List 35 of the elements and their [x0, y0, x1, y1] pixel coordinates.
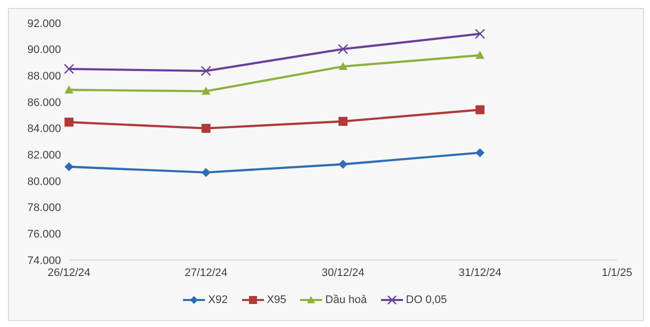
y-tick-label: 74.000	[27, 254, 61, 267]
point	[338, 116, 348, 126]
point	[202, 168, 210, 177]
y-tick-label: 92.000	[27, 18, 61, 30]
point	[202, 86, 210, 95]
x-tick-label: 26/12/24	[48, 266, 90, 279]
point	[476, 105, 484, 114]
y-tick-label: 78.000	[27, 202, 61, 214]
y-tick-label: 82.000	[27, 150, 61, 162]
y-tick-label: 86.000	[27, 96, 61, 109]
point	[64, 85, 74, 94]
x-tick-label: 27/12/24	[184, 266, 228, 279]
point	[338, 44, 348, 54]
point	[200, 66, 212, 76]
point	[64, 118, 74, 127]
y-tick-label: 76.000	[27, 228, 61, 241]
point	[64, 64, 74, 74]
point	[202, 124, 210, 133]
point	[338, 160, 348, 169]
point	[476, 50, 484, 59]
legend-label: DO 0,05	[406, 294, 447, 306]
legend-label: X95	[266, 294, 286, 306]
x-tick-label: 30/12/24	[322, 266, 364, 279]
point	[338, 62, 348, 70]
y-tick-label: 84.000	[27, 123, 61, 136]
point	[64, 162, 74, 172]
point	[476, 148, 484, 158]
y-tick-label: 90.000	[27, 44, 61, 56]
y-tick-label: 88.000	[27, 70, 61, 83]
x-tick-label: 31/12/24	[458, 266, 502, 279]
legend-label: X92	[208, 294, 228, 306]
x-tick-label: 1/1/25	[602, 266, 632, 279]
y-tick-label: 80.000	[27, 176, 61, 188]
legend-label: Dầu hoả	[325, 294, 367, 306]
point	[474, 28, 486, 39]
